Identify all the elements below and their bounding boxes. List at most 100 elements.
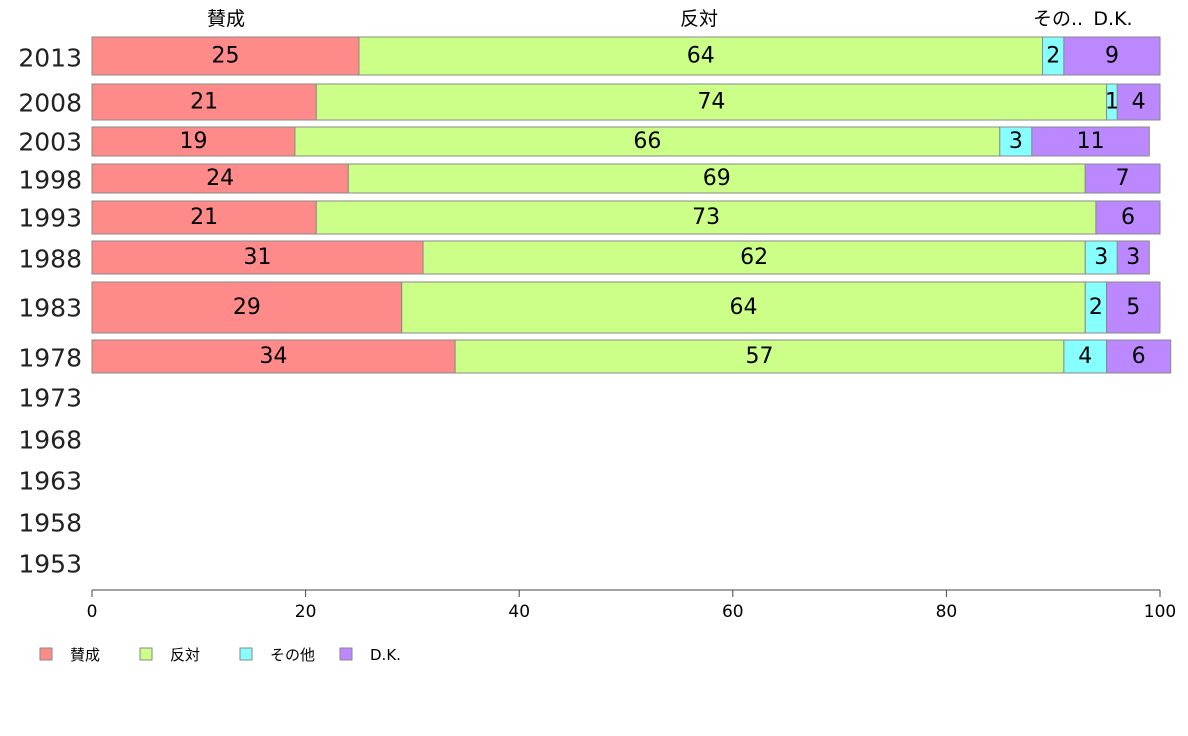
legend-label: D.K. <box>370 646 401 664</box>
legend-swatch <box>339 647 353 661</box>
bar-row-1993: 21 73 6 <box>91 200 1161 235</box>
bar-segment-2003-s0 <box>91 126 296 157</box>
bar-value-label: 57 <box>746 344 774 369</box>
year-labels: 2013 2008 2003 1998 1993 1988 1983 1978 1973 1968… <box>18 44 82 579</box>
legend-item-2: その他 <box>239 646 315 664</box>
header-hantai: 反対 <box>680 8 718 30</box>
bar-segment-2008-s3 <box>1116 83 1161 121</box>
year-label-1968: 1968 <box>18 426 82 455</box>
year-label-2013: 2013 <box>18 44 82 73</box>
bar-value-label: 2 <box>1046 44 1060 69</box>
year-label-1988: 1988 <box>18 245 82 274</box>
bar-segment-1998-s3 <box>1084 163 1161 194</box>
bar-row-2003: 19 66 3 11 <box>91 126 1150 157</box>
legend-item-0: 賛成 <box>39 646 100 664</box>
year-label-1983: 1983 <box>18 294 82 323</box>
bar-segment-1978-s0 <box>91 339 456 374</box>
legend-swatch <box>39 647 53 661</box>
header-sonota: その.. <box>1033 8 1083 30</box>
bar-value-label: 5 <box>1126 295 1140 320</box>
bar-row-1983: 29 64 2 5 <box>91 281 1161 334</box>
x-tick-label-40: 40 <box>508 602 530 622</box>
bar-segment-1988-s3 <box>1116 240 1150 275</box>
year-label-1978: 1978 <box>18 344 82 373</box>
bar-value-label: 19 <box>179 129 207 154</box>
x-tick-label-60: 60 <box>722 602 744 622</box>
bar-segment-2013-s0 <box>91 36 360 76</box>
bar-segment-1978-s3 <box>1106 339 1172 374</box>
legend-swatch <box>139 647 153 661</box>
bar-value-label: 73 <box>692 205 720 230</box>
bar-segment-2003-s3 <box>1031 126 1150 157</box>
bar-value-label: 69 <box>703 166 731 191</box>
x-axis: 0 20 40 60 80 100 <box>87 589 1176 622</box>
bar-value-label: 66 <box>633 129 661 154</box>
bar-segment-2003-s1 <box>294 126 1001 157</box>
bar-value-label: 7 <box>1116 166 1130 191</box>
x-tick-label-100: 100 <box>1144 602 1176 622</box>
bar-value-label: 31 <box>244 245 272 270</box>
bar-value-label: 64 <box>729 295 757 320</box>
bar-segment-1983-s1 <box>401 281 1086 334</box>
legend-item-3: D.K. <box>339 646 401 664</box>
bar-segment-2008-s0 <box>91 83 317 121</box>
bar-value-label: 2 <box>1089 295 1103 320</box>
bar-segment-1978-s1 <box>454 339 1065 374</box>
bar-segment-1988-s0 <box>91 240 424 275</box>
bar-segment-1983-s3 <box>1106 281 1161 334</box>
year-label-1958: 1958 <box>18 509 82 538</box>
bar-segment-1983-s0 <box>91 281 403 334</box>
legend-swatch <box>239 647 253 661</box>
legend: 賛成 反対 その他 D.K. <box>39 646 401 664</box>
legend-item-1: 反対 <box>139 646 200 664</box>
bar-value-label: 6 <box>1121 205 1135 230</box>
bar-value-label: 21 <box>190 90 218 115</box>
year-label-1953: 1953 <box>18 550 82 579</box>
bar-value-label: 4 <box>1132 90 1146 115</box>
bar-segment-1993-s0 <box>91 200 317 235</box>
legend-label: その他 <box>270 646 315 664</box>
bar-segment-2003-s2 <box>999 126 1033 157</box>
bar-value-label: 24 <box>206 166 234 191</box>
bar-value-label: 62 <box>740 245 768 270</box>
bar-value-label: 6 <box>1132 344 1146 369</box>
bar-value-label: 74 <box>697 90 725 115</box>
year-label-1998: 1998 <box>18 166 82 195</box>
bar-row-1988: 31 62 3 3 <box>91 240 1150 275</box>
bar-value-label: 3 <box>1126 245 1140 270</box>
column-headers: 賛成 反対 その.. D.K. <box>207 8 1133 30</box>
year-label-2008: 2008 <box>18 89 82 118</box>
bar-segment-1988-s2 <box>1084 240 1118 275</box>
bar-segment-1993-s1 <box>315 200 1097 235</box>
bar-value-label: 1 <box>1105 90 1119 115</box>
bar-value-label: 25 <box>212 44 240 69</box>
year-label-1973: 1973 <box>18 384 82 413</box>
bar-row-1978: 34 57 4 6 <box>91 339 1172 374</box>
x-tick-label-80: 80 <box>936 602 958 622</box>
bar-value-label: 64 <box>687 44 715 69</box>
bar-value-label: 4 <box>1078 344 1092 369</box>
legend-label: 反対 <box>170 646 200 664</box>
bar-row-2013: 25 64 2 9 <box>91 36 1161 76</box>
year-label-1993: 1993 <box>18 204 82 233</box>
bar-segment-2008-s1 <box>315 83 1108 121</box>
bar-segment-1993-s3 <box>1095 200 1161 235</box>
bar-value-label: 29 <box>233 295 261 320</box>
bar-value-label: 21 <box>190 205 218 230</box>
header-dk: D.K. <box>1093 8 1132 30</box>
legend-label: 賛成 <box>70 646 100 664</box>
x-tick-label-0: 0 <box>87 602 98 622</box>
year-label-2003: 2003 <box>18 128 82 157</box>
bar-value-label: 3 <box>1009 129 1023 154</box>
bar-value-label: 11 <box>1077 129 1105 154</box>
bar-value-label: 3 <box>1094 245 1108 270</box>
bar-value-label: 34 <box>260 344 288 369</box>
year-label-1963: 1963 <box>18 467 82 496</box>
bar-value-label: 9 <box>1105 44 1119 69</box>
x-tick-label-20: 20 <box>295 602 317 622</box>
bar-segment-2013-s3 <box>1063 36 1161 76</box>
bar-segment-1998-s0 <box>91 163 349 194</box>
bar-segment-1978-s2 <box>1063 339 1108 374</box>
